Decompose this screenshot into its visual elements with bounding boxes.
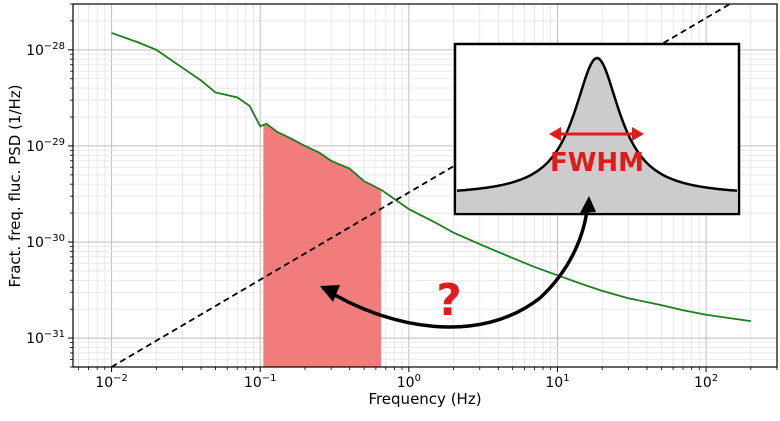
y-axis-label: Fract. freq. fluc. PSD (1/Hz): [6, 84, 24, 287]
x-tick-label: 102: [694, 373, 718, 391]
curved-arrow: [322, 201, 590, 329]
x-tick-label: 101: [545, 373, 569, 391]
y-tick-label: 10−31: [26, 329, 65, 347]
x-tick-label: 10−1: [244, 373, 277, 391]
psd-series-line: [111, 32, 751, 323]
curved-arrow-head-right: [580, 196, 596, 213]
curved-arrow-head-left: [320, 285, 340, 302]
question-mark: ?: [436, 275, 462, 326]
fwhm-label: FWHM: [550, 148, 644, 178]
plot-frame: [72, 3, 778, 368]
x-tick-label: 10−2: [95, 373, 128, 391]
y-tick-label: 10−30: [26, 233, 65, 251]
x-tick-label: 100: [397, 373, 421, 391]
y-tick-label: 10−29: [26, 137, 65, 155]
fwhm-arrowhead-right: [632, 127, 644, 141]
fwhm-inset: FWHM: [453, 42, 741, 216]
inset-peak-curve: [456, 56, 738, 192]
shaded-integration-region: [263, 123, 382, 367]
x-axis-label: Frequency (Hz): [368, 390, 481, 408]
fwhm-arrowhead-left: [549, 127, 561, 141]
y-tick-label: 10−28: [26, 41, 65, 59]
